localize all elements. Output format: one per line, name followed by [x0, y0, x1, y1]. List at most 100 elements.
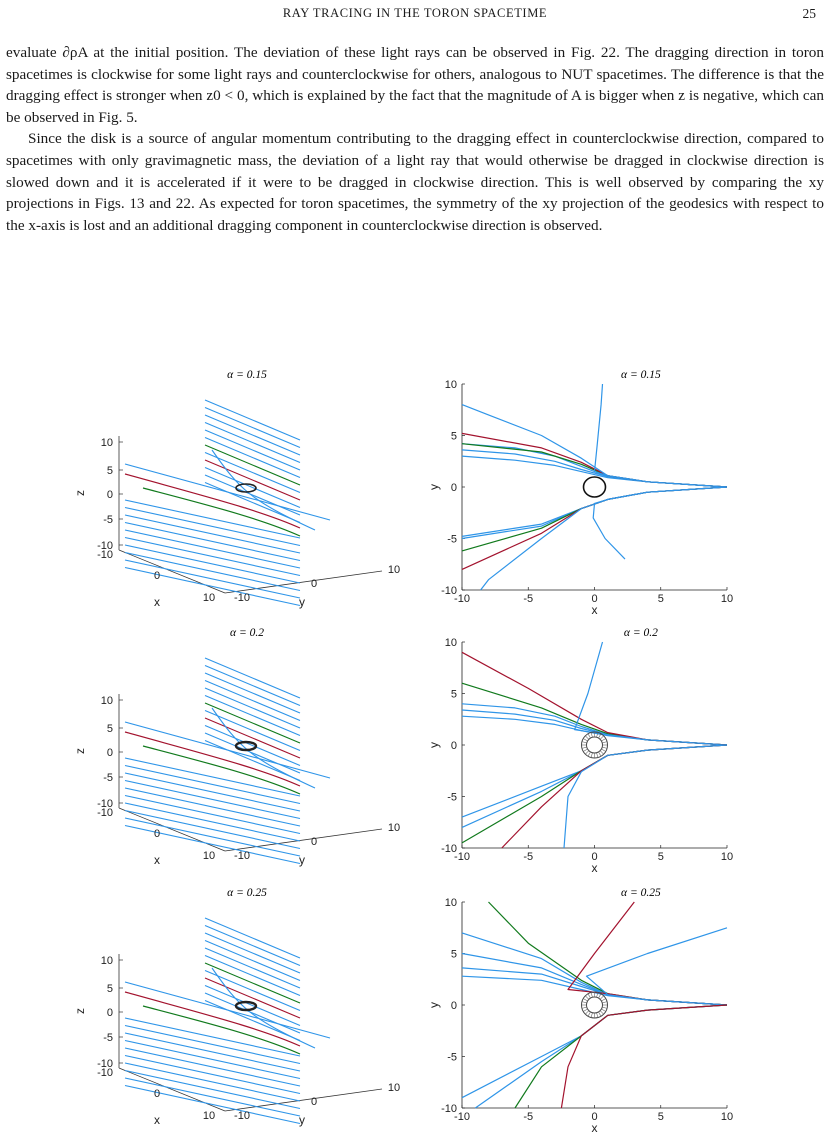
z-tick-label: -5 — [103, 1032, 113, 1044]
ray-strand — [124, 566, 301, 607]
toron-mesh-line — [601, 748, 606, 752]
ray-strand — [204, 687, 301, 729]
toron-mesh-line — [598, 1011, 602, 1017]
projection-plot — [461, 901, 728, 1109]
x-tick-label: -5 — [523, 851, 533, 863]
ray-strand — [124, 787, 301, 827]
z-tick-label: -10 — [97, 1058, 113, 1070]
ray-strand — [124, 731, 301, 787]
ray-strand — [204, 679, 301, 722]
ray-strand — [124, 809, 301, 850]
paragraph: Since the disk is a source of angular mo… — [6, 130, 824, 234]
x-tick-label: 5 — [658, 1111, 664, 1123]
ray-strand — [204, 717, 301, 759]
toron-mesh-line — [599, 735, 604, 740]
toron-mesh-line — [583, 1008, 588, 1012]
x-tick-label: -5 — [523, 593, 533, 605]
geodesic-curve — [461, 443, 728, 488]
ray-strand — [124, 824, 301, 865]
ray-strand — [204, 724, 301, 767]
y-tick-label: -10 — [441, 1103, 457, 1115]
toron-mesh-line — [581, 1006, 587, 1009]
ray-strand — [124, 721, 331, 779]
ray-strand — [204, 739, 301, 782]
ray-strand — [204, 954, 301, 997]
ray-strand — [124, 802, 301, 842]
ray-strand — [124, 1017, 301, 1057]
ray-strand — [204, 444, 301, 486]
z-tick-label: -10 — [97, 540, 113, 552]
figure-canvas: -10 -5 0 5 10 10 5 0 -5 -10 x y α = 0.15 -10 -5 0 5 10 10 5… — [73, 369, 733, 1135]
x-axis-line — [118, 1067, 226, 1112]
horizon-circle — [582, 476, 607, 498]
geodesic-curve — [461, 486, 728, 570]
ray-strand — [124, 521, 301, 562]
y-tick-label: -10 — [234, 850, 250, 862]
z-axis-label: z — [73, 490, 87, 496]
toron-ellipse — [234, 1000, 258, 1012]
ray-strand — [204, 436, 301, 479]
plot-title: α = 0.15 — [621, 369, 661, 381]
x-tick-label: 10 — [203, 1110, 215, 1122]
toron-mesh-line — [590, 732, 593, 738]
ray-strand — [124, 559, 301, 599]
y-tick-label: -5 — [447, 792, 457, 804]
geodesic-curve — [480, 486, 728, 591]
y-axis-line — [224, 828, 383, 852]
y-tick-label: -5 — [447, 1052, 457, 1064]
toron-ellipse — [235, 483, 257, 493]
ray-strand — [204, 406, 301, 449]
projection-plot — [461, 641, 728, 849]
toron-mesh-line — [585, 735, 590, 740]
geodesic-curve — [560, 1004, 728, 1109]
ray-strand — [204, 657, 301, 699]
ray-strand — [204, 924, 301, 967]
ray-strand — [204, 414, 301, 456]
ray-strand — [204, 459, 301, 501]
ray-strand — [124, 1032, 301, 1072]
running-head: RAY TRACING IN THE TORON SPACETIME 25 — [0, 6, 830, 24]
ray-strand — [204, 977, 301, 1019]
y-tick-label: 10 — [388, 822, 400, 834]
z-tick-label: -5 — [103, 514, 113, 526]
x-tick-label: 10 — [721, 593, 733, 605]
x-axis-line — [118, 807, 226, 852]
y-tick-label: 0 — [451, 740, 457, 752]
ray-strand — [124, 544, 301, 584]
three-d-plot — [118, 917, 383, 1125]
z-tick-label: -10 — [97, 1067, 113, 1079]
ray-strand — [124, 991, 301, 1047]
x-tick-label: 10 — [721, 1111, 733, 1123]
ray-strand — [124, 536, 301, 577]
z-tick-label: -10 — [97, 798, 113, 810]
y-tick-label: 10 — [445, 637, 457, 649]
x-tick-label: 0 — [154, 1088, 160, 1100]
ray-strand — [211, 967, 316, 1049]
ray-strand — [204, 947, 301, 989]
x-tick-label: -10 — [454, 1111, 470, 1123]
ray-strand — [204, 694, 301, 737]
ray-strand — [204, 962, 301, 1004]
x-tick-label: 0 — [154, 570, 160, 582]
x-tick-label: -10 — [454, 593, 470, 605]
three-d-plot — [118, 399, 383, 607]
ray-strand — [124, 529, 301, 569]
toron-mesh-line — [583, 738, 588, 742]
toron-mesh-line — [585, 750, 590, 755]
ray-strand — [204, 481, 301, 524]
ray-strand — [124, 1077, 301, 1117]
x-tick-label: 0 — [591, 851, 597, 863]
x-tick-label: 5 — [658, 851, 664, 863]
x-tick-label: 0 — [591, 593, 597, 605]
toron-mesh-line — [599, 1010, 604, 1015]
toron-mesh-line — [590, 752, 593, 758]
y-tick-label: -10 — [441, 585, 457, 597]
ray-strand — [211, 449, 316, 531]
x-axis-label: x — [154, 853, 160, 867]
y-tick-label: 5 — [451, 431, 457, 443]
ray-strand — [124, 757, 301, 797]
toron-mesh-line — [587, 733, 591, 739]
y-axis-label: y — [299, 595, 305, 609]
x-tick-label: 10 — [721, 851, 733, 863]
three-d-plot — [118, 657, 383, 865]
